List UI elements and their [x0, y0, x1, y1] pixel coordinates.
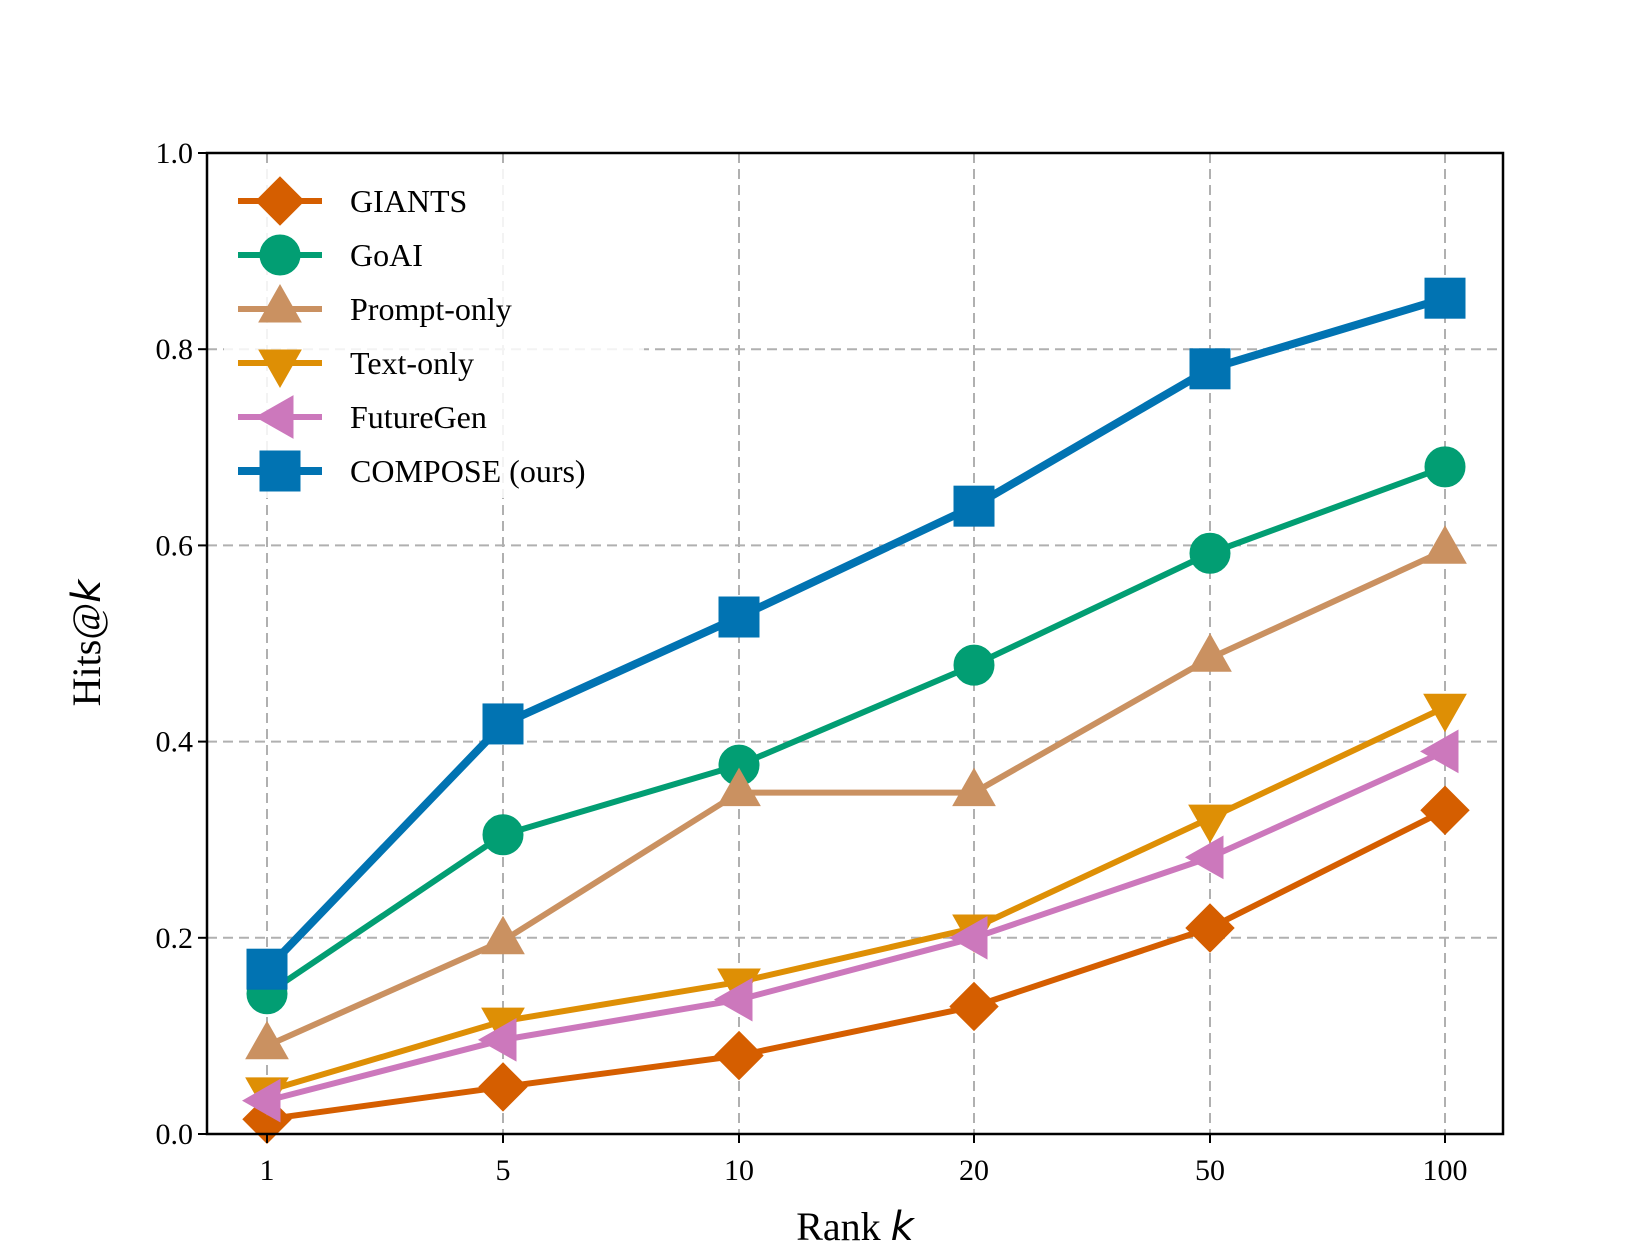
- x-tick-label: 50: [1195, 1154, 1225, 1187]
- data-point: [948, 915, 988, 960]
- x-tick-label: 20: [959, 1154, 989, 1187]
- series-goai: [246, 446, 1466, 1015]
- legend-label: GoAI: [350, 237, 423, 273]
- data-point: [1185, 903, 1235, 953]
- y-tick-label: 0.0: [156, 1118, 194, 1151]
- data-point: [482, 814, 524, 856]
- legend: GIANTS GoAI Prompt-only Text-only FutureGen C…: [224, 168, 644, 498]
- series-line: [264, 294, 1447, 972]
- data-point: [1188, 633, 1232, 672]
- data-point: [713, 977, 753, 1022]
- series-line: [266, 807, 1447, 1123]
- legend-marker: [258, 283, 302, 323]
- legend-marker: [258, 349, 302, 389]
- data-point: [718, 596, 760, 638]
- legend-marker: [254, 395, 294, 439]
- legend-marker: [259, 234, 301, 276]
- data-point: [1420, 785, 1470, 835]
- y-tick-label: 0.4: [156, 726, 194, 759]
- data-point: [1189, 532, 1231, 574]
- series-compose-ours: [246, 277, 1466, 990]
- series-text-only: [245, 693, 1467, 1116]
- data-point: [482, 703, 524, 745]
- series-line: [265, 464, 1447, 997]
- series-line: [266, 748, 1447, 1104]
- legend-entry: FutureGen: [238, 395, 487, 439]
- y-tick-label: 0.2: [156, 922, 194, 955]
- legend-entry: Prompt-only: [238, 283, 512, 327]
- data-point: [1184, 835, 1224, 880]
- series-line: [266, 704, 1447, 1094]
- legend-entry: GoAI: [238, 234, 423, 276]
- data-point: [1424, 446, 1466, 488]
- legend-marker: [255, 176, 305, 226]
- data-point: [477, 1017, 517, 1062]
- legend-label: Text-only: [350, 345, 474, 381]
- data-point: [717, 767, 761, 807]
- data-point: [953, 485, 995, 527]
- x-tick-label: 5: [496, 1154, 511, 1187]
- data-point: [246, 948, 288, 990]
- series-giants: [242, 785, 1470, 1144]
- x-axis-ticks: 1 5 10 20 50 100: [260, 1134, 1468, 1187]
- data-point: [1419, 729, 1459, 774]
- x-tick-label: 10: [724, 1154, 754, 1187]
- data-point: [952, 767, 996, 807]
- series-layer: [241, 277, 1470, 1144]
- data-point: [953, 644, 995, 686]
- data-point: [241, 1078, 281, 1123]
- data-point: [1423, 525, 1467, 564]
- data-point: [1189, 348, 1231, 390]
- series-prompt-only: [245, 525, 1467, 1060]
- data-point: [1424, 277, 1466, 319]
- data-point: [1188, 804, 1232, 844]
- series-futuregen: [241, 729, 1459, 1123]
- y-axis-title: Hits@k: [64, 578, 110, 707]
- data-point: [481, 915, 525, 955]
- y-tick-label: 1.0: [156, 137, 194, 170]
- y-tick-label: 0.6: [156, 529, 194, 562]
- legend-entry: Text-only: [238, 345, 474, 389]
- legend-label: GIANTS: [350, 183, 467, 219]
- plot-frame: [205, 151, 1505, 1136]
- x-tick-label: 100: [1423, 1154, 1468, 1187]
- x-axis-title: Rank k: [796, 1204, 915, 1250]
- y-axis-ticks: 0.0 0.2 0.4 0.6 0.8 1.0: [156, 137, 207, 1151]
- legend-entry: COMPOSE (ours): [238, 450, 586, 492]
- legend-marker: [259, 450, 301, 492]
- grid-lines: [207, 153, 1503, 1134]
- data-point: [478, 1062, 528, 1112]
- x-tick-label: 1: [260, 1154, 275, 1187]
- data-point: [949, 981, 999, 1032]
- legend-entry: GIANTS: [238, 176, 467, 226]
- legend-background: [224, 168, 644, 498]
- data-point: [714, 1030, 764, 1081]
- legend-label: FutureGen: [350, 399, 487, 435]
- legend-label: COMPOSE (ours): [350, 453, 586, 489]
- data-point: [1423, 693, 1467, 733]
- legend-label: Prompt-only: [350, 291, 512, 327]
- series-line: [265, 547, 1447, 1049]
- data-point: [245, 1020, 289, 1060]
- y-tick-label: 0.8: [156, 333, 194, 366]
